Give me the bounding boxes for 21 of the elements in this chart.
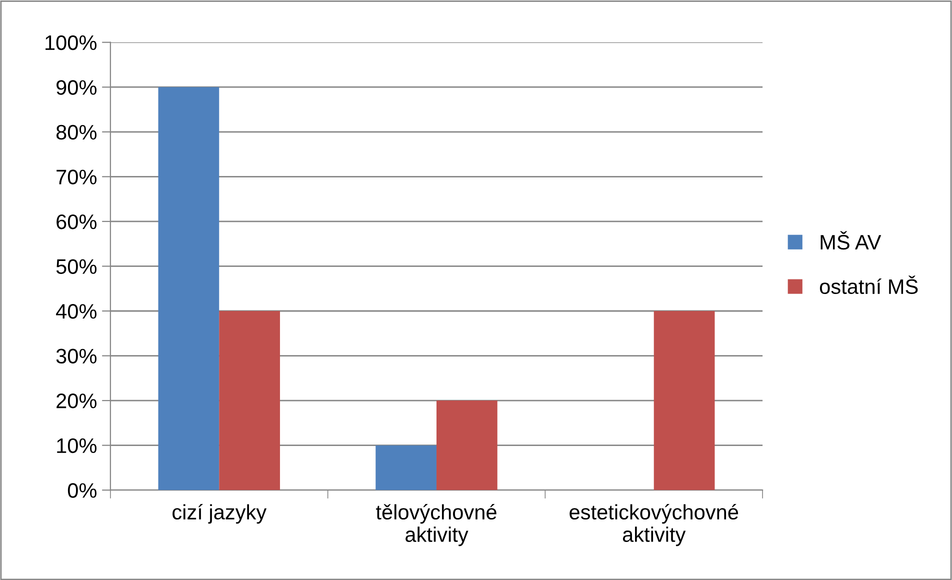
y-tick-label: 90% bbox=[56, 80, 96, 95]
x-tick-label: tělovýchovné aktivity bbox=[376, 504, 496, 546]
x-tick-label: estetickovýchovné aktivity bbox=[570, 504, 738, 546]
y-tick-label: 100% bbox=[46, 35, 96, 50]
bar bbox=[654, 310, 715, 490]
y-tick-label: 80% bbox=[56, 124, 96, 140]
bar bbox=[158, 87, 220, 490]
bar bbox=[376, 445, 436, 490]
y-tick-label: 40% bbox=[56, 304, 96, 319]
bar bbox=[436, 400, 498, 490]
y-tick-label: 30% bbox=[56, 348, 96, 364]
y-tick-label: 20% bbox=[56, 394, 96, 408]
legend-label: ostatní MŠ bbox=[820, 276, 918, 294]
bar bbox=[219, 310, 280, 490]
y-tick-label: 50% bbox=[56, 259, 96, 274]
y-tick-label: 70% bbox=[56, 170, 96, 184]
legend-label: MŠ AV bbox=[820, 231, 882, 250]
x-tick-label: cizí jazyky bbox=[172, 504, 267, 524]
y-tick-label: 60% bbox=[56, 214, 96, 230]
y-tick-label: 10% bbox=[57, 438, 96, 454]
y-tick-label: 0% bbox=[68, 483, 96, 498]
